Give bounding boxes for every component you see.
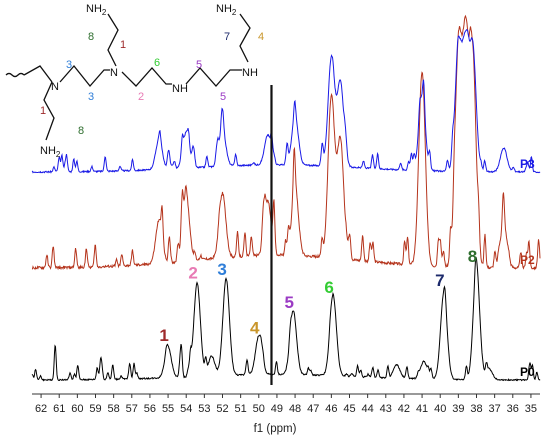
atom-n-mid: N [110,67,118,79]
structure-carbon-number: 5 [196,59,202,71]
peak-label-5: 5 [285,293,294,312]
wavy-bond [5,72,25,78]
bond-arm-down [43,81,55,141]
peak-label-2: 2 [188,264,197,283]
peak-label-4: 4 [250,319,260,338]
x-tick-label: 36 [507,403,519,415]
series-labels: P0 P2 P3 [520,157,535,379]
x-tick-label: 59 [89,403,101,415]
structure-carbon-number: 1 [120,39,126,51]
peak-label-6: 6 [324,278,333,297]
peak-label-7: 7 [435,271,444,290]
x-tick-label: 53 [198,403,210,415]
structure-carbon-number: 8 [88,31,94,43]
peak-label-1: 1 [159,326,168,345]
x-tick-label: 43 [380,403,392,415]
x-tick-label: 41 [416,403,428,415]
x-tick-label: 48 [289,403,301,415]
bond-chain-right [121,67,172,87]
x-tick-label: 46 [325,403,337,415]
atom-nh2-bottom: NH2 [40,145,61,159]
atom-nh-mid: NH [172,83,188,95]
atom-nh2-topright: NH2 [216,3,237,17]
peak-label-8: 8 [468,247,477,266]
structure-carbon-number: 2 [138,91,144,103]
structure-carbon-number: 7 [224,31,230,43]
structure-carbon-number: 3 [88,91,94,103]
x-tick-label: 47 [307,403,319,415]
x-tick-label: 51 [235,403,247,415]
x-tick-label: 54 [180,403,192,415]
x-tick-label: 42 [398,403,410,415]
structure-carbon-number: 8 [78,125,84,137]
bond-chain-left [23,65,53,83]
bond-arm-right [239,13,251,63]
x-tick-label: 57 [126,403,138,415]
bond-chain-mid [59,64,110,88]
bond-arm-up [107,13,119,67]
series-label-p0: P0 [520,365,535,379]
series-label-p3: P3 [520,157,535,171]
structure-labels: N NH2 N NH2 NH NH NH2 8 1 3 3 2 6 5 5 7 4 1 8 [40,3,264,159]
x-tick-label: 62 [35,403,47,415]
x-tick-label: 40 [434,403,446,415]
x-tick-label: 55 [162,403,174,415]
spectra-group [31,14,541,382]
x-tick-label: 61 [53,403,65,415]
structure-carbon-number: 6 [154,57,160,69]
peak-label-3: 3 [217,260,226,279]
atom-nh2-top: NH2 [86,3,107,17]
x-tick-label: 49 [271,403,283,415]
x-tick-label: 56 [144,403,156,415]
x-tick-label: 44 [362,403,374,415]
bond-chain-far [185,67,242,87]
atom-nh-right: NH [242,67,258,79]
structure-carbon-number: 5 [220,91,226,103]
structure-carbon-number: 3 [66,59,72,71]
x-tick-label: 37 [489,403,501,415]
atom-n-left: N [51,81,59,93]
x-axis: 62 61 60 59 58 57 56 55 54 53 52 51 50 49 48 47 46 45 44 43… [32,393,540,435]
structure-carbon-number: 4 [258,31,264,43]
peak-labels: 1 2 3 4 5 6 7 8 [159,247,477,345]
spectrum-p3 [31,28,541,174]
x-tick-label: 60 [71,403,83,415]
x-tick-label: 45 [343,403,355,415]
x-tick-label: 50 [253,403,265,415]
structure-carbon-numbers: 8 1 3 3 2 6 5 5 7 4 1 8 [40,31,264,137]
x-tick-label: 39 [452,403,464,415]
spectrum-p0 [31,256,541,382]
x-ticks: 62 61 60 59 58 57 56 55 54 53 52 51 50 49 48 47 46 45 44 43… [35,394,537,415]
x-tick-label: 38 [470,403,482,415]
series-label-p2: P2 [520,253,535,267]
x-tick-label: 35 [525,403,537,415]
structure-carbon-number: 1 [40,105,46,117]
x-axis-title: f1 (ppm) [254,423,297,435]
x-tick-label: 58 [108,403,120,415]
chemical-structure [5,13,251,141]
spectrum-p2 [31,14,541,271]
x-tick-label: 52 [216,403,228,415]
